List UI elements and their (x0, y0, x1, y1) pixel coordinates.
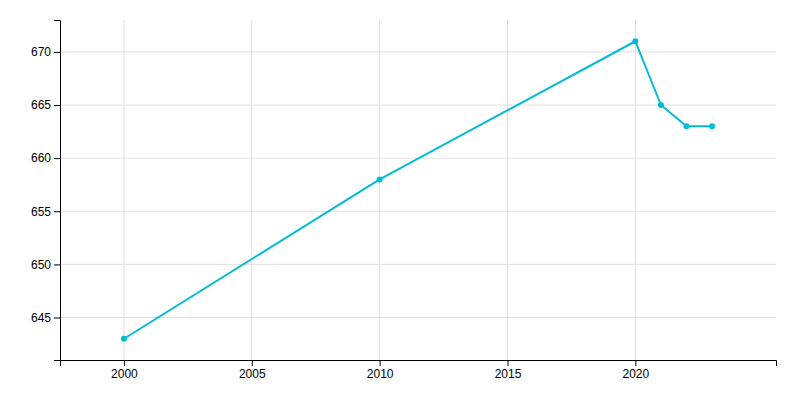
tick-mark (252, 360, 253, 366)
tick: 2000 (111, 360, 138, 381)
grid-line-x (635, 20, 636, 360)
tick-mark (54, 158, 60, 159)
grid-line-x (379, 20, 380, 360)
tick: 2020 (623, 360, 650, 381)
grid-line-y (60, 211, 776, 212)
x-axis: 2000 2005 2010 2015 2020 (61, 360, 777, 381)
point (121, 336, 127, 342)
point (658, 102, 664, 108)
tick-mark (54, 105, 60, 106)
tick: 2010 (367, 360, 394, 381)
tick: 660 (31, 151, 60, 165)
grid-line-y (60, 317, 776, 318)
tick-mark (54, 264, 60, 265)
grid-line-x (251, 20, 252, 360)
tick-mark (380, 360, 381, 366)
tick-label: 650 (31, 258, 51, 272)
tick-mark (124, 360, 125, 366)
axis-line (61, 361, 777, 367)
tick-mark (635, 360, 636, 366)
point (377, 176, 383, 182)
point (684, 123, 690, 129)
tick: 670 (31, 45, 60, 59)
tick-label: 665 (31, 98, 51, 112)
grid-line-y (60, 51, 776, 52)
tick-label: 2010 (367, 367, 394, 381)
point (632, 38, 638, 44)
line (124, 41, 712, 339)
tick-label: 2020 (623, 367, 650, 381)
tick-mark (54, 318, 60, 319)
axis-line (54, 21, 61, 361)
tick-label: 2005 (239, 367, 266, 381)
tick-label: 2000 (111, 367, 138, 381)
tick-mark (54, 211, 60, 212)
grid-line-y (60, 105, 776, 106)
tick: 665 (31, 98, 60, 112)
tick: 2005 (239, 360, 266, 381)
y-axis: 645 650 655 660 665 670 (31, 21, 61, 361)
tick: 2015 (495, 360, 522, 381)
tick-mark (508, 360, 509, 366)
tick-label: 670 (31, 45, 51, 59)
chart: 2000 2005 2010 2015 2020 645 650 655 660 665 670 (0, 0, 800, 400)
grid-line-x (123, 20, 124, 360)
tick: 655 (31, 205, 60, 219)
marks (121, 38, 715, 342)
tick-label: 655 (31, 205, 51, 219)
tick: 650 (31, 258, 60, 272)
plot: 2000 2005 2010 2015 2020 645 650 655 660 665 670 (31, 20, 777, 381)
tick-label: 660 (31, 151, 51, 165)
point (709, 123, 715, 129)
grid-line-x (507, 20, 508, 360)
tick: 645 (31, 311, 60, 325)
tick-label: 645 (31, 311, 51, 325)
tick-label: 2015 (495, 367, 522, 381)
grid-line-y (60, 264, 776, 265)
grid (60, 20, 776, 360)
tick-mark (54, 52, 60, 53)
